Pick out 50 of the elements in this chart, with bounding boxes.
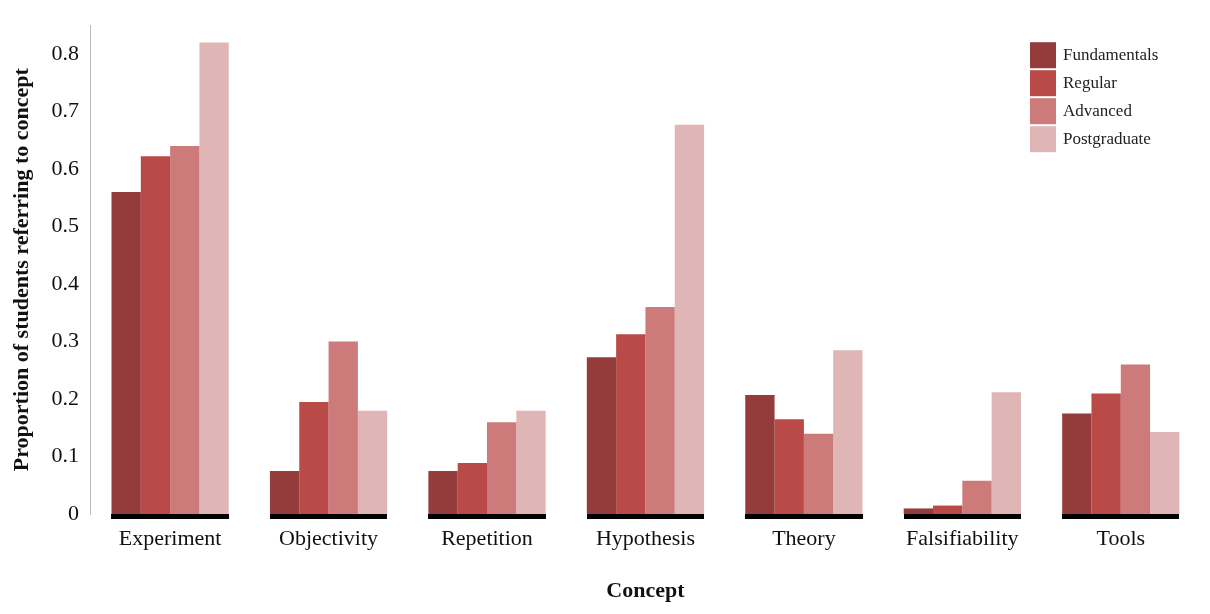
bar	[1150, 431, 1180, 515]
x-tick-label: Hypothesis	[595, 525, 695, 551]
bar	[962, 480, 992, 515]
bar	[616, 334, 646, 515]
bar	[933, 505, 963, 515]
bar	[487, 422, 517, 515]
bar	[357, 410, 388, 515]
x-tick-label: Experiment	[118, 525, 222, 551]
bar	[199, 42, 229, 515]
bar	[1062, 413, 1092, 515]
y-axis-title: Proportion of students referring to concept	[7, 67, 33, 472]
bar	[269, 471, 300, 515]
y-tick-label: 0	[67, 499, 79, 525]
y-tick-label: 0.1	[51, 442, 79, 468]
legend-label: Regular	[1063, 72, 1118, 92]
x-tick-label: Theory	[772, 525, 836, 551]
bar	[516, 410, 546, 515]
y-tick-label: 0.5	[51, 212, 79, 238]
y-tick-label: 0.8	[51, 39, 79, 65]
bar	[328, 341, 358, 515]
bar	[745, 395, 775, 515]
x-axis-title: Concept	[606, 577, 686, 603]
bar	[1091, 393, 1121, 515]
bar	[645, 307, 675, 515]
bar	[457, 463, 488, 515]
bar	[299, 402, 329, 515]
bar	[428, 471, 458, 515]
y-tick-label: 0.7	[51, 97, 79, 123]
bar	[586, 357, 617, 515]
bar	[140, 156, 171, 515]
bar	[903, 508, 934, 515]
y-tick-label: 0.3	[51, 327, 79, 353]
x-tick-label: Tools	[1096, 525, 1146, 551]
bar	[833, 350, 863, 515]
legend-label: Advanced	[1063, 100, 1133, 120]
x-tick-label: Falsifiability	[906, 525, 1019, 551]
x-tick-label: Repetition	[441, 525, 533, 551]
bar	[674, 124, 705, 515]
bar	[803, 433, 834, 515]
bar	[774, 419, 804, 515]
bar	[991, 392, 1021, 515]
legend-label: Fundamentals	[1063, 44, 1159, 64]
x-tick-label: Objectivity	[279, 525, 379, 551]
y-tick-label: 0.6	[51, 154, 79, 180]
bar	[1120, 364, 1151, 515]
bar	[170, 146, 200, 515]
y-tick-label: 0.2	[51, 384, 79, 410]
y-tick-label: 0.4	[51, 269, 79, 295]
bar	[111, 192, 141, 515]
legend-label: Postgraduate	[1063, 128, 1151, 148]
